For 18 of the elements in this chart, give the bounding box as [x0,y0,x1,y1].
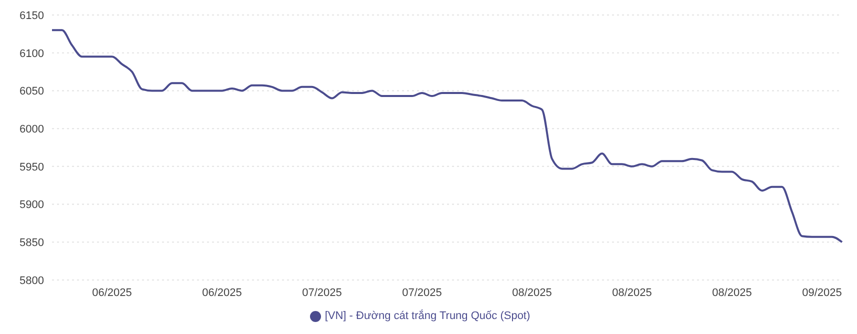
y-tick-label: 6000 [20,123,44,136]
y-tick-label: 6100 [20,48,44,60]
y-tick-label: 5800 [20,274,44,287]
x-tick-label: 07/2025 [402,286,442,299]
y-tick-label: 6150 [20,10,44,22]
y-tick-label: 5850 [20,237,44,250]
y-tick-label: 5900 [20,199,44,212]
x-tick-label: 08/2025 [612,286,652,299]
x-tick-label: 06/2025 [92,286,132,299]
y-tick-label: 5950 [20,161,44,174]
y-tick-label: 6050 [20,86,44,98]
legend-label: [VN] - Đường cát trắng Trung Quốc (Spot) [324,310,530,322]
x-tick-label: 08/2025 [712,286,752,299]
x-tick-label: 08/2025 [512,286,552,299]
line-series [51,29,843,244]
x-tick-label: 07/2025 [302,286,342,299]
x-tick-label: 06/2025 [202,286,242,299]
x-tick-label: 09/2025 [802,286,842,299]
